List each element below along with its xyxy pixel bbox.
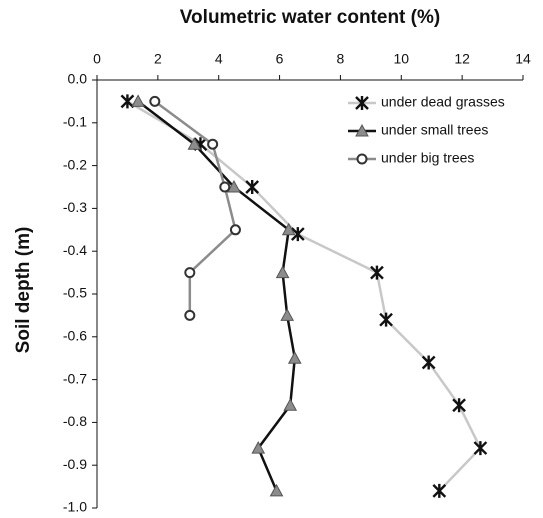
data-point	[251, 441, 266, 454]
y-tick-label: -0.9	[63, 456, 87, 472]
data-point	[280, 308, 295, 321]
x-tick-label: 10	[393, 51, 409, 67]
data-point	[207, 138, 219, 150]
data-point	[245, 180, 260, 194]
x-tick-label: 4	[215, 51, 223, 67]
y-tick-label: -0.5	[63, 285, 87, 301]
y-tick-label: -0.4	[63, 242, 87, 258]
data-point	[187, 137, 202, 150]
data-point	[473, 441, 488, 456]
series-line	[154, 100, 237, 316]
y-axis-label: Soil depth (m)	[13, 227, 34, 354]
x-tick-label: 0	[93, 51, 101, 67]
x-tick-label: 6	[276, 51, 284, 67]
legend-label: under big trees	[381, 150, 474, 166]
data-point	[370, 265, 384, 280]
data-point	[432, 483, 447, 498]
data-point	[269, 483, 284, 497]
data-point	[452, 398, 466, 413]
y-tick-label: -0.8	[63, 413, 87, 429]
legend-marker	[355, 123, 369, 137]
data-point	[281, 222, 296, 236]
legend-label: under dead grasses	[381, 94, 505, 110]
x-tick-label: 12	[454, 51, 470, 67]
data-point	[283, 398, 298, 411]
data-point	[120, 94, 135, 109]
data-point	[290, 227, 305, 242]
data-point	[421, 355, 436, 370]
data-point	[219, 181, 231, 193]
series-line	[137, 100, 297, 492]
y-tick-label: -0.7	[63, 370, 87, 386]
data-point	[229, 224, 241, 236]
chart-title: Volumetric water content (%)	[180, 7, 440, 28]
data-point	[184, 267, 196, 279]
x-tick-label: 8	[337, 51, 345, 67]
legend-marker	[356, 153, 368, 165]
y-tick-label: -0.2	[63, 156, 87, 172]
data-point	[149, 95, 161, 107]
legend-label: under small trees	[381, 122, 488, 138]
data-point	[184, 309, 196, 321]
x-tick-label: 2	[154, 51, 162, 67]
data-point	[227, 179, 241, 193]
data-point	[287, 351, 302, 364]
data-point	[131, 94, 145, 107]
y-tick-label: -0.6	[63, 328, 87, 344]
data-point	[379, 312, 393, 327]
data-point	[275, 265, 290, 279]
legend-marker	[355, 96, 369, 110]
y-tick-label: -0.3	[63, 199, 87, 215]
y-tick-label: 0.0	[68, 71, 88, 87]
series-line	[126, 100, 482, 492]
y-tick-label: -1.0	[63, 499, 87, 515]
x-tick-label: 14	[515, 51, 531, 67]
y-tick-label: -0.1	[63, 114, 87, 130]
